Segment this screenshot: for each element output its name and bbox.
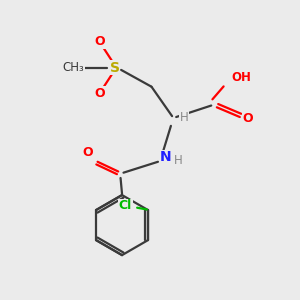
Text: OH: OH: [231, 71, 251, 84]
Text: H: H: [180, 111, 189, 124]
Text: O: O: [243, 112, 254, 125]
Text: S: S: [110, 61, 120, 75]
Text: O: O: [82, 146, 93, 159]
Text: N: N: [160, 150, 171, 164]
Text: O: O: [94, 35, 105, 48]
Text: CH₃: CH₃: [63, 61, 84, 74]
Text: Cl: Cl: [119, 199, 132, 212]
Text: H: H: [174, 154, 183, 167]
Text: O: O: [94, 87, 105, 100]
